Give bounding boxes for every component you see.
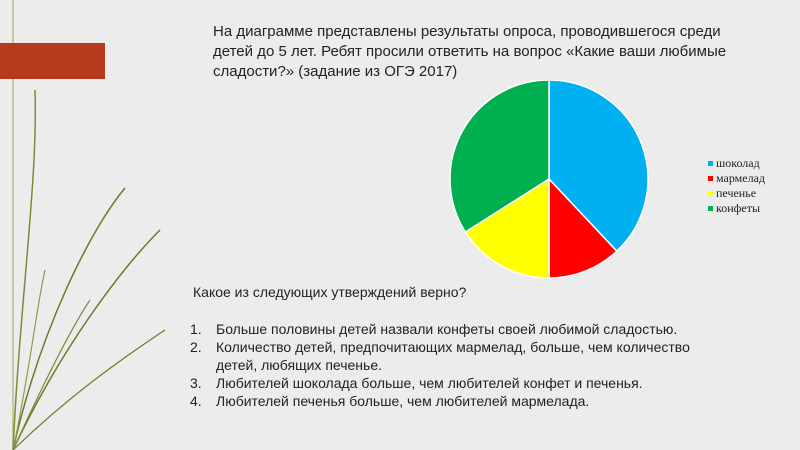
answer-item: 4. Любителей печенья больше, чем любителе… [190,392,690,410]
legend-item: печенье [708,186,765,201]
legend-swatch [708,206,713,211]
answer-number: 3. [190,375,202,391]
pie-chart [449,80,649,279]
answer-text: Любителей шоколада больше, чем любителей… [216,375,643,391]
accent-band [0,43,105,79]
legend-label: мармелад [716,171,765,185]
question-text: Какое из следующих утверждений верно? [193,284,467,300]
legend-swatch [708,176,713,181]
answer-item: 1. Больше половины детей назвали конфеты … [190,320,690,338]
answer-text: Количество детей, предпочитающих мармела… [216,339,690,373]
legend-swatch [708,161,713,166]
answer-item: 2. Количество детей, предпочитающих марме… [190,338,690,374]
intro-text: На диаграмме представлены результаты опр… [213,23,727,80]
legend-item: шоколад [708,156,765,171]
chart-legend: шоколад мармелад печенье конфеты [708,156,765,216]
answer-number: 4. [190,393,202,409]
answer-text: Больше половины детей назвали конфеты св… [216,321,678,337]
answer-text: Любителей печенья больше, чем любителей … [216,393,590,409]
pie-slice-1 [548,80,649,253]
pie-slice-2 [548,177,618,279]
answer-list: 1. Больше половины детей назвали конфеты … [190,320,690,410]
legend-label: печенье [716,186,757,200]
pie-slice-3 [464,177,550,279]
answer-item: 3. Любителей шоколада больше, чем любител… [190,374,690,392]
legend-label: шоколад [716,156,760,170]
legend-label: конфеты [716,201,761,215]
legend-item: конфеты [708,201,765,216]
pie-slice-4 [449,80,550,234]
legend-swatch [708,191,713,196]
answer-number: 1. [190,321,202,337]
legend-item: мармелад [708,171,765,186]
answer-number: 2. [190,339,202,355]
